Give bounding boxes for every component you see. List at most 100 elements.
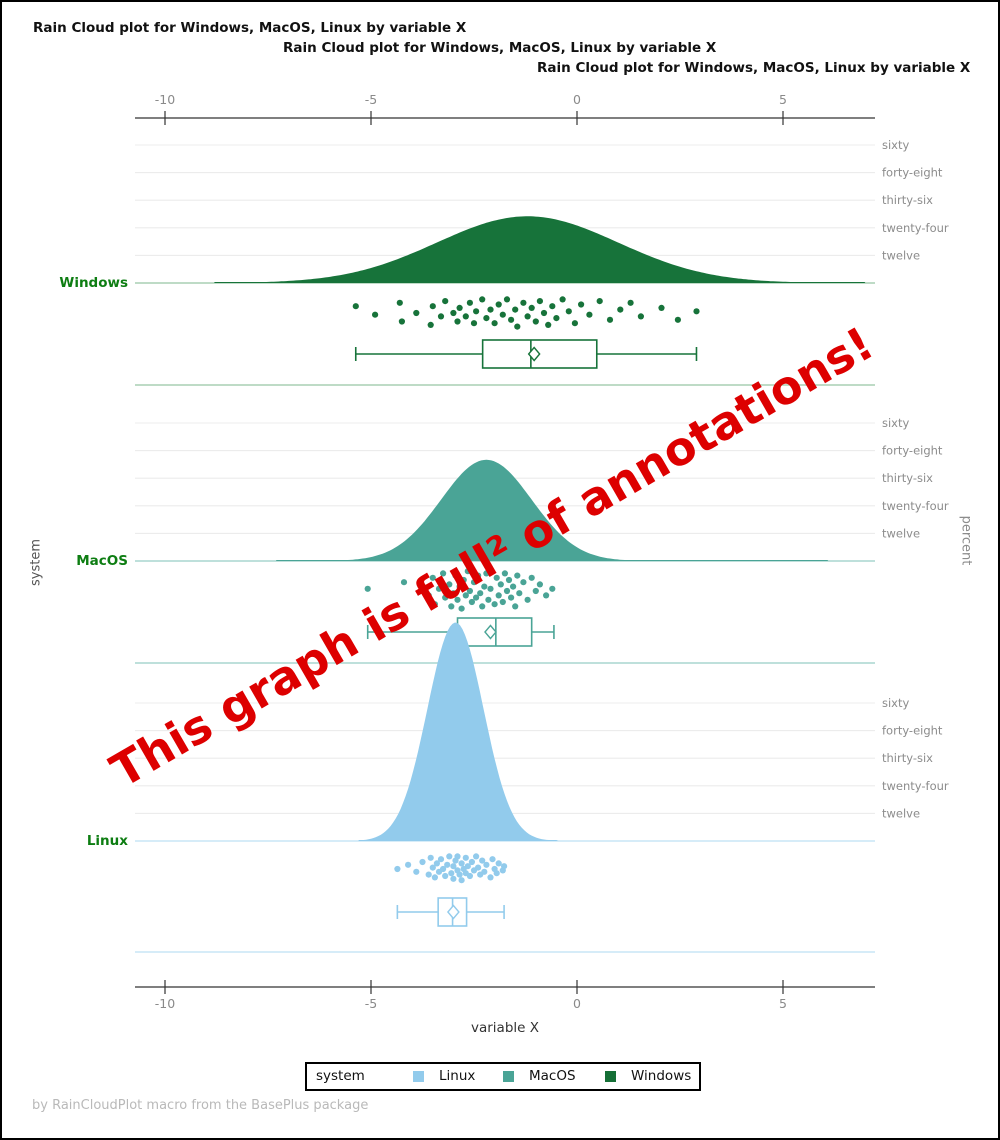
windows-rain-point [450, 309, 457, 317]
category-label-macos: MacOS [76, 553, 128, 569]
linux-rain-point [466, 872, 473, 880]
linux-rain-point [413, 868, 420, 875]
chart-title-3: Rain Cloud plot for Windows, MacOS, Linu… [537, 60, 971, 76]
windows-rain-point [553, 315, 560, 322]
linux-rain-point [444, 861, 451, 868]
macos-rain-point [520, 579, 527, 586]
macos-rain-point [509, 583, 517, 590]
axis-tick-label: -5 [365, 996, 377, 1011]
windows-rain-point [545, 321, 552, 328]
linux-rain-point [481, 868, 488, 875]
macos-rain-point [487, 585, 494, 592]
macos-rain-point [479, 603, 486, 610]
linux-rain-point [456, 871, 463, 878]
category-label-windows: Windows [59, 275, 128, 291]
windows-rain-point [462, 313, 469, 320]
windows-rain-point [514, 323, 521, 330]
percent-tick-label: thirty-six [882, 471, 933, 485]
macos-rain-point [446, 581, 453, 588]
macos-rain-point [425, 592, 432, 599]
windows-rain-point [491, 320, 498, 327]
windows-rain-point [532, 318, 539, 325]
linux-rain-point [419, 858, 426, 866]
linux-rain-point [431, 874, 438, 881]
macos-rain-point [549, 585, 556, 592]
windows-rain-point [398, 318, 405, 325]
macos-rain-point [536, 581, 544, 588]
linux-rain-point [446, 853, 453, 860]
legend-label-linux: Linux [439, 1068, 476, 1084]
linux-rain-point [433, 860, 440, 867]
linux-rain-point [479, 857, 486, 864]
macos-rain-point [524, 596, 531, 603]
macos-rain-point [454, 596, 461, 603]
legend-swatch-linux [413, 1071, 424, 1082]
macos-rain-point [442, 594, 449, 601]
macos-rain-point [462, 592, 469, 599]
percent-tick-label: forty-eight [882, 166, 943, 180]
macos-rain-point [503, 587, 511, 595]
linux-rain-point [458, 877, 465, 884]
linux-rain-point [458, 860, 465, 867]
macos-rain-point [431, 601, 438, 608]
macos-rain-point [499, 598, 506, 606]
macos-rain-point [514, 572, 521, 579]
axis-tick-label: 0 [573, 92, 581, 107]
macos-rain-point [532, 587, 539, 595]
windows-rain-point [586, 311, 593, 318]
windows-rain-point [520, 299, 527, 306]
macos-rain-point [466, 587, 473, 595]
windows-rain-point [466, 299, 473, 306]
linux-rain-point [473, 853, 480, 860]
axis-tick-label: -10 [155, 996, 175, 1011]
axis-tick-label: 5 [779, 92, 787, 107]
legend-label-windows: Windows [631, 1068, 692, 1084]
legend: system Linux MacOS Windows [305, 1062, 701, 1091]
linux-rain-point [493, 870, 500, 877]
windows-rain-point [674, 316, 682, 323]
macos-rain-point [452, 572, 459, 579]
windows-rain-point [540, 309, 548, 317]
linux-rain-point [487, 874, 494, 881]
percent-tick-label: sixty [882, 696, 910, 710]
macos-rain-point [481, 583, 488, 590]
linux-rain-point [468, 858, 475, 866]
mean-diamond [484, 624, 497, 640]
windows-rain-point [470, 320, 478, 327]
macos-rain-point [528, 574, 535, 581]
macos-rain-point [477, 590, 484, 597]
windows-rain-point [479, 296, 486, 303]
percent-tick-label: thirty-six [882, 751, 933, 765]
windows-rain-point [693, 308, 700, 315]
windows-rain-point [536, 298, 544, 305]
axis-tick-label: 0 [573, 996, 581, 1011]
percent-tick-label: twenty-four [882, 221, 949, 235]
macos-rain-point [450, 590, 457, 597]
windows-rain-point [499, 311, 506, 318]
windows-rain-point [658, 304, 665, 311]
macos-rain-point [448, 603, 455, 610]
percent-tick-label: twelve [882, 806, 920, 820]
macos-rain-point [464, 568, 471, 575]
footer-credit: by RainCloudPlot macro from the BasePlus… [32, 1098, 369, 1113]
macos-rain-point [512, 603, 519, 610]
axis-tick-label: -10 [155, 92, 175, 107]
windows-rain-point [524, 313, 531, 320]
linux-rain-point [489, 856, 496, 863]
percent-tick-label: sixty [882, 138, 910, 152]
macos-rain-point [400, 579, 408, 586]
linux-rain-point [462, 854, 469, 861]
windows-rain-point [606, 316, 614, 323]
percent-tick-label: forty-eight [882, 724, 943, 738]
windows-rain-point [559, 296, 566, 303]
percent-tick-label: sixty [882, 416, 910, 430]
macos-rain-point [491, 601, 498, 608]
macos-rain-point [435, 585, 443, 592]
linux-rain-point [429, 864, 436, 871]
windows-rain-point [627, 299, 634, 306]
macos-rain-point [501, 570, 508, 577]
macos-rain-point [440, 570, 447, 577]
linux-rain-point [394, 865, 401, 873]
